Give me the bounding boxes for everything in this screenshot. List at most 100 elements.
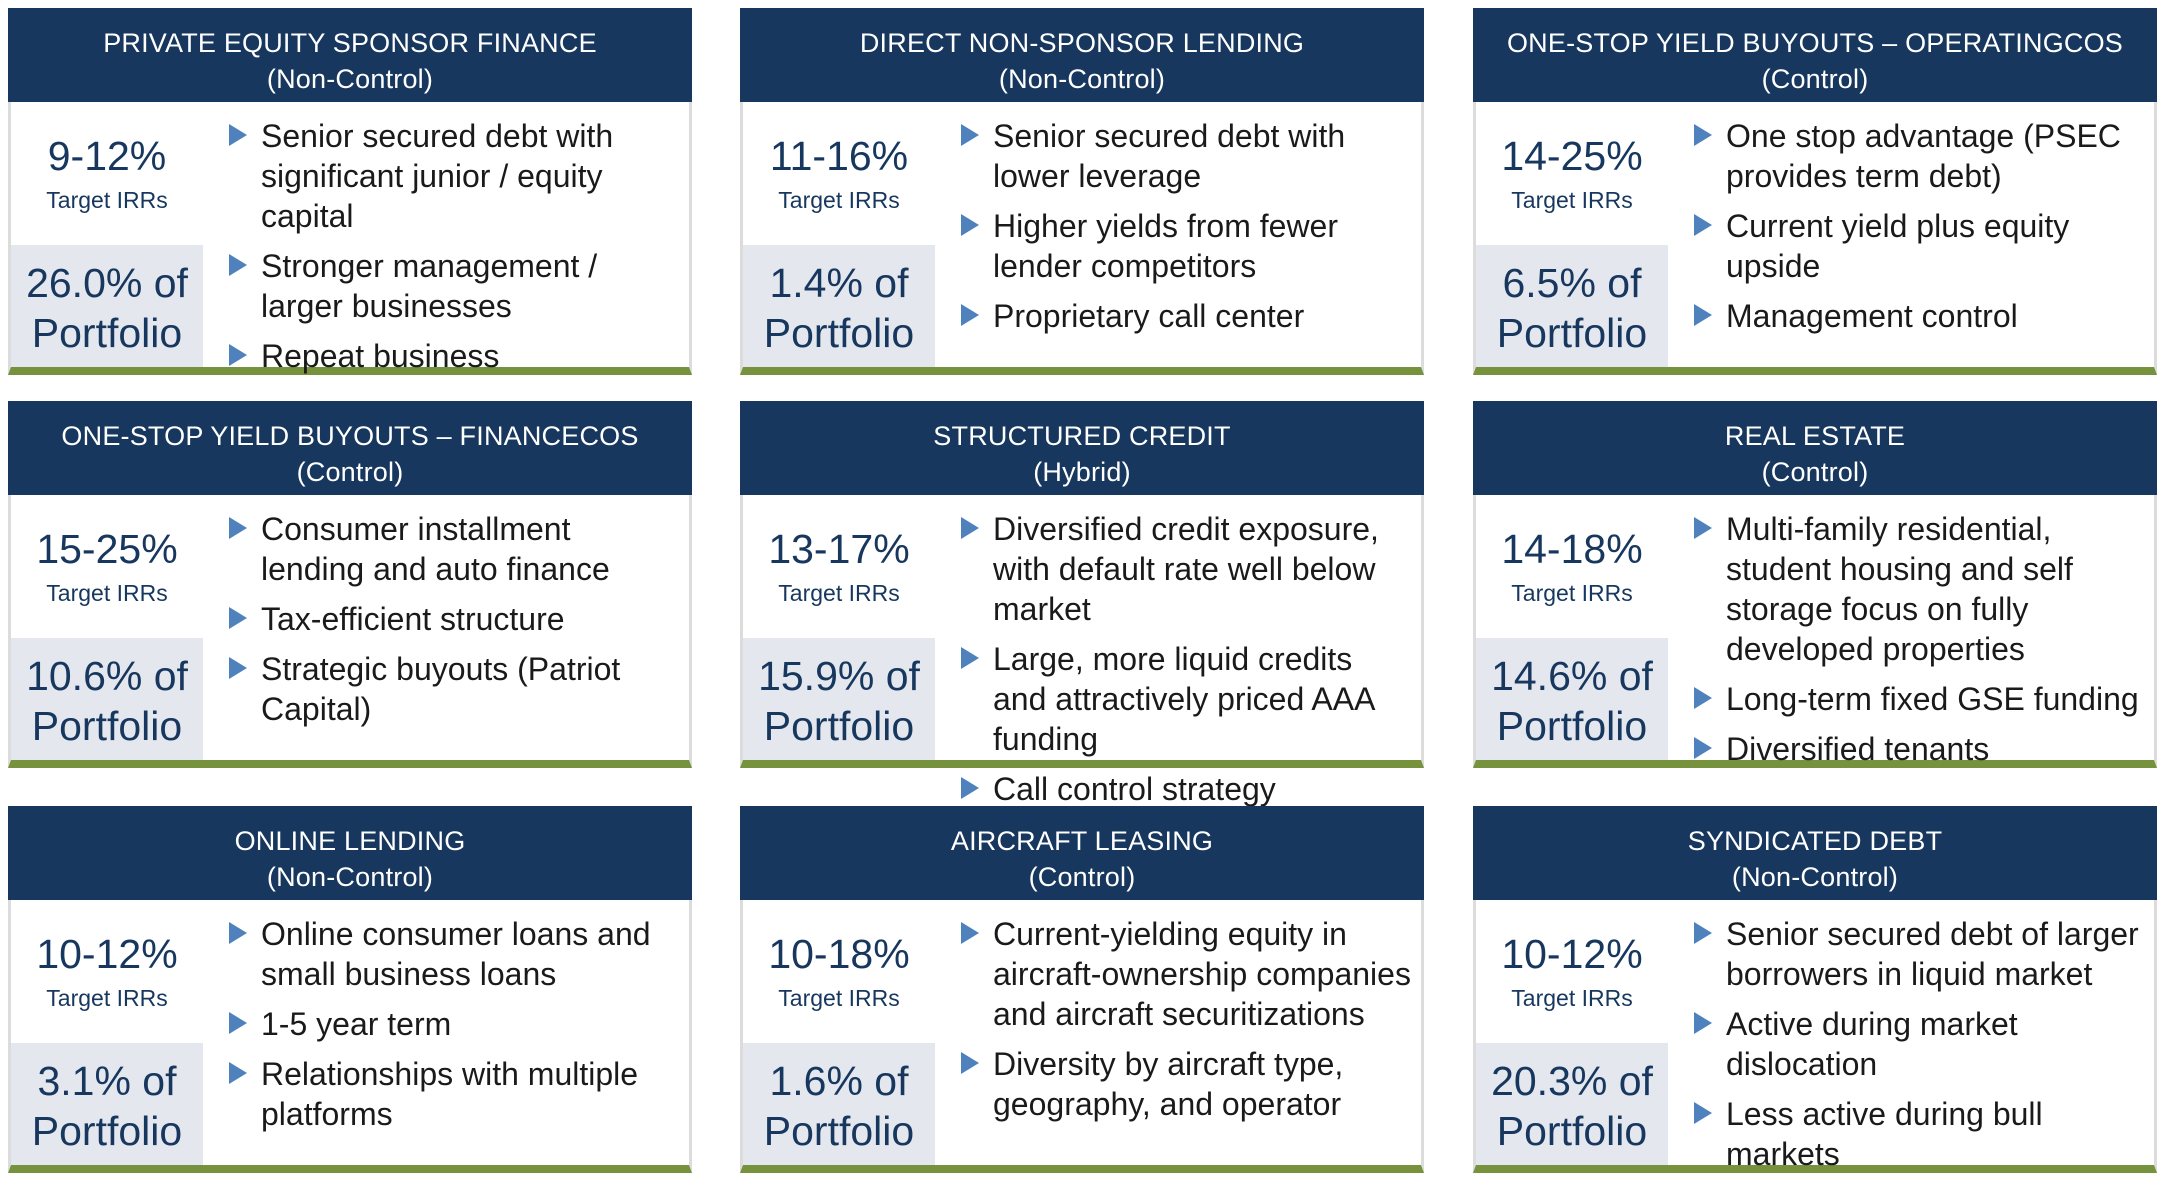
irr-block: 10-18% Target IRRs (743, 900, 935, 1043)
triangle-bullet-icon (961, 304, 979, 326)
triangle-bullet-icon (961, 124, 979, 146)
card-subtitle: (Non-Control) (266, 862, 434, 892)
metrics-column: 13-17% Target IRRs 15.9% of Portfolio (743, 495, 935, 760)
card-title: REAL ESTATE (1724, 421, 1906, 451)
bullet-item: Call control strategy (961, 769, 1413, 809)
portfolio-percent: 3.1% of (37, 1058, 177, 1104)
bullet-item: One stop advantage (PSEC provides term d… (1694, 116, 2146, 196)
card-subtitle: (Non-Control) (266, 64, 434, 94)
card-header: STRUCTURED CREDIT (Hybrid) (740, 401, 1424, 495)
irr-block: 13-17% Target IRRs (743, 495, 935, 638)
portfolio-percent: 20.3% of (1491, 1058, 1653, 1104)
bullet-text: Active during market dislocation (1726, 1006, 2018, 1082)
triangle-bullet-icon (229, 1062, 247, 1084)
portfolio-label: Portfolio (1496, 703, 1648, 749)
bullet-item: Active during market dislocation (1694, 1004, 2146, 1084)
bullet-text: 1-5 year term (261, 1006, 452, 1042)
card-title: AIRCRAFT LEASING (950, 826, 1214, 856)
portfolio-label: Portfolio (763, 703, 915, 749)
portfolio-percent: 14.6% of (1491, 653, 1653, 699)
bullet-text: Less active during bull markets (1726, 1096, 2043, 1172)
strategy-card: SYNDICATED DEBT (Non-Control) 10-12% Tar… (1473, 806, 2157, 1173)
strategy-card: STRUCTURED CREDIT (Hybrid) 13-17% Target… (740, 401, 1424, 807)
card-title: DIRECT NON-SPONSOR LENDING (859, 28, 1305, 58)
triangle-bullet-icon (1694, 1102, 1712, 1124)
target-irr-value: 10-12% (1501, 931, 1643, 977)
bullet-item: Long-term fixed GSE funding (1694, 679, 2146, 719)
card-subtitle: (Control) (1761, 457, 1869, 487)
bullet-item: Senior secured debt with lower leverage (961, 116, 1413, 196)
triangle-bullet-icon (229, 1012, 247, 1034)
metrics-column: 15-25% Target IRRs 10.6% of Portfolio (11, 495, 203, 760)
portfolio-percent: 6.5% of (1502, 260, 1642, 306)
bullet-item: Senior secured debt with significant jun… (229, 116, 681, 236)
bullet-list: Online consumer loans and small business… (229, 914, 681, 1144)
irr-block: 14-18% Target IRRs (1476, 495, 1668, 638)
bullet-text: Call control strategy (993, 771, 1276, 807)
card-title: STRUCTURED CREDIT (933, 421, 1231, 451)
card-header: ONLINE LENDING (Non-Control) (8, 806, 692, 900)
metrics-column: 10-18% Target IRRs 1.6% of Portfolio (743, 900, 935, 1165)
target-irr-label: Target IRRs (1511, 187, 1633, 213)
strategy-card: REAL ESTATE (Control) 14-18% Target IRRs… (1473, 401, 2157, 768)
bullet-item: 1-5 year term (229, 1004, 681, 1044)
portfolio-label: Portfolio (31, 1108, 183, 1154)
triangle-bullet-icon (1694, 517, 1712, 539)
target-irr-value: 9-12% (47, 133, 167, 179)
triangle-bullet-icon (1694, 1012, 1712, 1034)
strategy-card: ONE-STOP YIELD BUYOUTS – OPERATINGCOS (C… (1473, 8, 2157, 375)
bullet-list: Diversified credit exposure, with defaul… (961, 509, 1413, 819)
card-header: PRIVATE EQUITY SPONSOR FINANCE (Non-Cont… (8, 8, 692, 102)
target-irr-label: Target IRRs (46, 985, 168, 1011)
card-title: SYNDICATED DEBT (1687, 826, 1943, 856)
target-irr-value: 11-16% (769, 133, 909, 179)
bullet-item: Diversity by aircraft type, geography, a… (961, 1044, 1413, 1124)
bullet-item: Diversified credit exposure, with defaul… (961, 509, 1413, 629)
bullet-text: Diversity by aircraft type, geography, a… (993, 1046, 1344, 1122)
irr-block: 9-12% Target IRRs (11, 102, 203, 245)
irr-block: 11-16% Target IRRs (743, 102, 935, 245)
target-irr-value: 15-25% (36, 526, 178, 572)
bullet-text: Online consumer loans and small business… (261, 916, 651, 992)
metrics-column: 14-18% Target IRRs 14.6% of Portfolio (1476, 495, 1668, 760)
strategy-card: ONLINE LENDING (Non-Control) 10-12% Targ… (8, 806, 692, 1173)
triangle-bullet-icon (961, 517, 979, 539)
portfolio-share: 6.5% of Portfolio (1476, 245, 1668, 367)
bullet-list: Multi-family residential, student housin… (1694, 509, 2146, 779)
bullet-item: Tax-efficient structure (229, 599, 681, 639)
irr-block: 14-25% Target IRRs (1476, 102, 1668, 245)
card-header: ONE-STOP YIELD BUYOUTS – FINANCECOS (Con… (8, 401, 692, 495)
bullet-list: Consumer installment lending and auto fi… (229, 509, 681, 739)
card-subtitle: (Non-Control) (998, 64, 1166, 94)
bullet-text: Tax-efficient structure (261, 601, 565, 637)
triangle-bullet-icon (961, 777, 979, 799)
metrics-column: 10-12% Target IRRs 20.3% of Portfolio (1476, 900, 1668, 1165)
bullet-text: Management control (1726, 298, 2018, 334)
triangle-bullet-icon (229, 517, 247, 539)
triangle-bullet-icon (229, 657, 247, 679)
bullet-item: Diversified tenants (1694, 729, 2146, 769)
portfolio-share: 3.1% of Portfolio (11, 1043, 203, 1165)
card-header: ONE-STOP YIELD BUYOUTS – OPERATINGCOS (C… (1473, 8, 2157, 102)
bullet-text: Higher yields from fewer lender competit… (993, 208, 1338, 284)
bullet-text: Consumer installment lending and auto fi… (261, 511, 610, 587)
metrics-column: 14-25% Target IRRs 6.5% of Portfolio (1476, 102, 1668, 367)
bullet-text: Proprietary call center (993, 298, 1305, 334)
bullet-item: Consumer installment lending and auto fi… (229, 509, 681, 589)
portfolio-share: 15.9% of Portfolio (743, 638, 935, 760)
triangle-bullet-icon (229, 607, 247, 629)
bullet-item: Higher yields from fewer lender competit… (961, 206, 1413, 286)
triangle-bullet-icon (1694, 922, 1712, 944)
triangle-bullet-icon (1694, 214, 1712, 236)
bullet-item: Large, more liquid credits and attractiv… (961, 639, 1413, 759)
portfolio-share: 26.0% of Portfolio (11, 245, 203, 367)
triangle-bullet-icon (1694, 124, 1712, 146)
card-header: REAL ESTATE (Control) (1473, 401, 2157, 495)
triangle-bullet-icon (229, 344, 247, 366)
bullet-text: Diversified credit exposure, with defaul… (993, 511, 1379, 627)
bullet-list: Current-yielding equity in aircraft-owne… (961, 914, 1413, 1134)
bullet-list: Senior secured debt of larger borrowers … (1694, 914, 2146, 1184)
bullet-item: Current-yielding equity in aircraft-owne… (961, 914, 1413, 1034)
triangle-bullet-icon (1694, 304, 1712, 326)
bullet-text: One stop advantage (PSEC provides term d… (1726, 118, 2121, 194)
